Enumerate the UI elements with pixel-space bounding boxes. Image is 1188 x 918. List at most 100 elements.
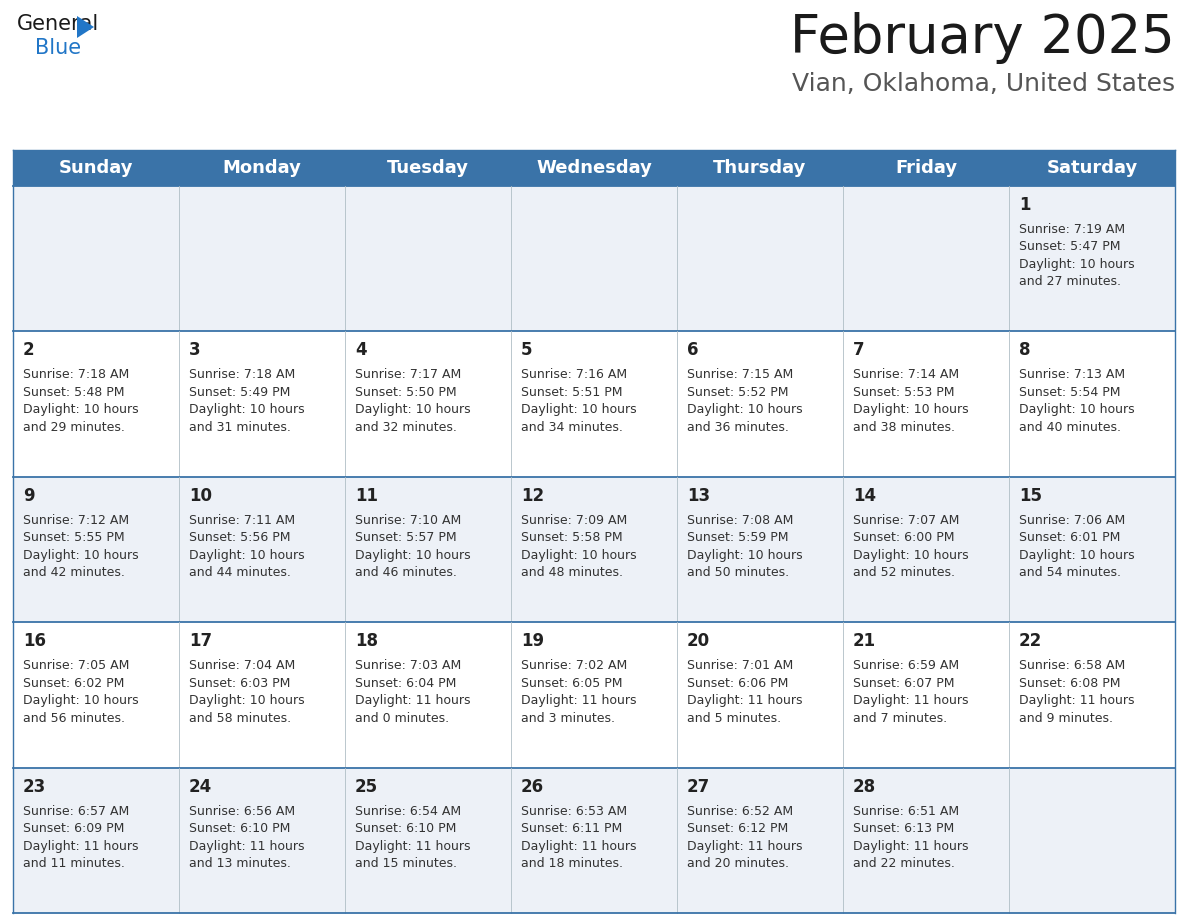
Text: 24: 24 xyxy=(189,778,213,796)
Text: and 11 minutes.: and 11 minutes. xyxy=(23,857,125,870)
Text: 23: 23 xyxy=(23,778,46,796)
Text: 2: 2 xyxy=(23,341,34,360)
Text: Sunrise: 7:10 AM: Sunrise: 7:10 AM xyxy=(355,514,461,527)
Text: Daylight: 11 hours: Daylight: 11 hours xyxy=(1019,694,1135,707)
Text: Sunset: 6:04 PM: Sunset: 6:04 PM xyxy=(355,677,456,689)
Text: 10: 10 xyxy=(189,487,211,505)
Text: Sunrise: 6:59 AM: Sunrise: 6:59 AM xyxy=(853,659,959,672)
Text: Sunrise: 7:17 AM: Sunrise: 7:17 AM xyxy=(355,368,461,381)
Text: Sunrise: 7:01 AM: Sunrise: 7:01 AM xyxy=(687,659,794,672)
Text: Sunset: 6:01 PM: Sunset: 6:01 PM xyxy=(1019,532,1120,544)
Text: Sunset: 6:08 PM: Sunset: 6:08 PM xyxy=(1019,677,1120,689)
Text: Sunrise: 7:13 AM: Sunrise: 7:13 AM xyxy=(1019,368,1125,381)
Text: Sunset: 6:10 PM: Sunset: 6:10 PM xyxy=(189,823,290,835)
Text: Wednesday: Wednesday xyxy=(536,159,652,177)
Text: Sunset: 5:56 PM: Sunset: 5:56 PM xyxy=(189,532,291,544)
Text: Sunrise: 7:07 AM: Sunrise: 7:07 AM xyxy=(853,514,960,527)
Text: and 58 minutes.: and 58 minutes. xyxy=(189,711,291,724)
Text: and 36 minutes.: and 36 minutes. xyxy=(687,420,789,434)
Text: 5: 5 xyxy=(522,341,532,360)
Text: Sunrise: 6:52 AM: Sunrise: 6:52 AM xyxy=(687,804,794,818)
Text: 13: 13 xyxy=(687,487,710,505)
Text: Daylight: 11 hours: Daylight: 11 hours xyxy=(355,840,470,853)
Text: Daylight: 10 hours: Daylight: 10 hours xyxy=(1019,403,1135,417)
Text: Sunrise: 7:19 AM: Sunrise: 7:19 AM xyxy=(1019,223,1125,236)
Text: and 46 minutes.: and 46 minutes. xyxy=(355,566,457,579)
Text: and 20 minutes.: and 20 minutes. xyxy=(687,857,789,870)
Text: Sunrise: 7:03 AM: Sunrise: 7:03 AM xyxy=(355,659,461,672)
Text: Daylight: 10 hours: Daylight: 10 hours xyxy=(687,403,803,417)
Text: Sunrise: 6:54 AM: Sunrise: 6:54 AM xyxy=(355,804,461,818)
Text: and 7 minutes.: and 7 minutes. xyxy=(853,711,947,724)
Text: Sunrise: 7:09 AM: Sunrise: 7:09 AM xyxy=(522,514,627,527)
Text: Vian, Oklahoma, United States: Vian, Oklahoma, United States xyxy=(792,72,1175,96)
Text: and 42 minutes.: and 42 minutes. xyxy=(23,566,125,579)
Text: Sunset: 5:50 PM: Sunset: 5:50 PM xyxy=(355,386,456,399)
Text: and 48 minutes.: and 48 minutes. xyxy=(522,566,623,579)
Text: Daylight: 10 hours: Daylight: 10 hours xyxy=(189,694,304,707)
Text: and 29 minutes.: and 29 minutes. xyxy=(23,420,125,434)
Text: Daylight: 10 hours: Daylight: 10 hours xyxy=(687,549,803,562)
Text: 20: 20 xyxy=(687,633,710,650)
Text: Sunrise: 7:16 AM: Sunrise: 7:16 AM xyxy=(522,368,627,381)
Text: and 31 minutes.: and 31 minutes. xyxy=(189,420,291,434)
Text: Sunset: 6:02 PM: Sunset: 6:02 PM xyxy=(23,677,125,689)
Text: Daylight: 10 hours: Daylight: 10 hours xyxy=(853,403,968,417)
Text: Daylight: 11 hours: Daylight: 11 hours xyxy=(189,840,304,853)
Text: Daylight: 10 hours: Daylight: 10 hours xyxy=(522,403,637,417)
Text: 9: 9 xyxy=(23,487,34,505)
Text: and 32 minutes.: and 32 minutes. xyxy=(355,420,457,434)
Text: Sunset: 5:52 PM: Sunset: 5:52 PM xyxy=(687,386,789,399)
Text: and 27 minutes.: and 27 minutes. xyxy=(1019,275,1121,288)
Text: Sunrise: 7:18 AM: Sunrise: 7:18 AM xyxy=(23,368,129,381)
Text: Saturday: Saturday xyxy=(1047,159,1138,177)
Bar xyxy=(13,767,1175,913)
Text: 14: 14 xyxy=(853,487,876,505)
Text: and 9 minutes.: and 9 minutes. xyxy=(1019,711,1113,724)
Text: Daylight: 10 hours: Daylight: 10 hours xyxy=(522,549,637,562)
Text: Sunset: 5:53 PM: Sunset: 5:53 PM xyxy=(853,386,954,399)
Text: Daylight: 10 hours: Daylight: 10 hours xyxy=(355,549,470,562)
Text: Sunrise: 7:08 AM: Sunrise: 7:08 AM xyxy=(687,514,794,527)
Polygon shape xyxy=(77,16,94,38)
Text: 16: 16 xyxy=(23,633,46,650)
Text: Sunset: 5:59 PM: Sunset: 5:59 PM xyxy=(687,532,789,544)
Text: Sunset: 5:57 PM: Sunset: 5:57 PM xyxy=(355,532,456,544)
Text: Sunrise: 6:58 AM: Sunrise: 6:58 AM xyxy=(1019,659,1125,672)
Text: 12: 12 xyxy=(522,487,544,505)
Text: Daylight: 11 hours: Daylight: 11 hours xyxy=(687,694,803,707)
Text: Sunrise: 7:11 AM: Sunrise: 7:11 AM xyxy=(189,514,295,527)
Text: 17: 17 xyxy=(189,633,213,650)
Text: 4: 4 xyxy=(355,341,367,360)
Text: and 54 minutes.: and 54 minutes. xyxy=(1019,566,1121,579)
Text: 27: 27 xyxy=(687,778,710,796)
Text: Tuesday: Tuesday xyxy=(387,159,469,177)
Text: Daylight: 11 hours: Daylight: 11 hours xyxy=(687,840,803,853)
Bar xyxy=(13,331,1175,476)
Bar xyxy=(13,150,1175,186)
Text: Daylight: 11 hours: Daylight: 11 hours xyxy=(853,694,968,707)
Bar xyxy=(13,476,1175,622)
Text: and 52 minutes.: and 52 minutes. xyxy=(853,566,955,579)
Text: Sunset: 6:03 PM: Sunset: 6:03 PM xyxy=(189,677,290,689)
Text: and 18 minutes.: and 18 minutes. xyxy=(522,857,623,870)
Text: Sunrise: 7:05 AM: Sunrise: 7:05 AM xyxy=(23,659,129,672)
Text: Sunset: 6:12 PM: Sunset: 6:12 PM xyxy=(687,823,789,835)
Text: and 22 minutes.: and 22 minutes. xyxy=(853,857,955,870)
Text: 3: 3 xyxy=(189,341,201,360)
Text: Sunrise: 7:02 AM: Sunrise: 7:02 AM xyxy=(522,659,627,672)
Text: General: General xyxy=(17,14,100,34)
Text: and 13 minutes.: and 13 minutes. xyxy=(189,857,291,870)
Text: Daylight: 10 hours: Daylight: 10 hours xyxy=(189,549,304,562)
Text: and 34 minutes.: and 34 minutes. xyxy=(522,420,623,434)
Text: Sunrise: 6:53 AM: Sunrise: 6:53 AM xyxy=(522,804,627,818)
Text: Sunrise: 6:57 AM: Sunrise: 6:57 AM xyxy=(23,804,129,818)
Text: and 5 minutes.: and 5 minutes. xyxy=(687,711,782,724)
Text: Sunrise: 7:15 AM: Sunrise: 7:15 AM xyxy=(687,368,794,381)
Text: Blue: Blue xyxy=(34,38,81,58)
Text: 7: 7 xyxy=(853,341,865,360)
Text: February 2025: February 2025 xyxy=(790,12,1175,64)
Text: 11: 11 xyxy=(355,487,378,505)
Text: and 0 minutes.: and 0 minutes. xyxy=(355,711,449,724)
Text: 15: 15 xyxy=(1019,487,1042,505)
